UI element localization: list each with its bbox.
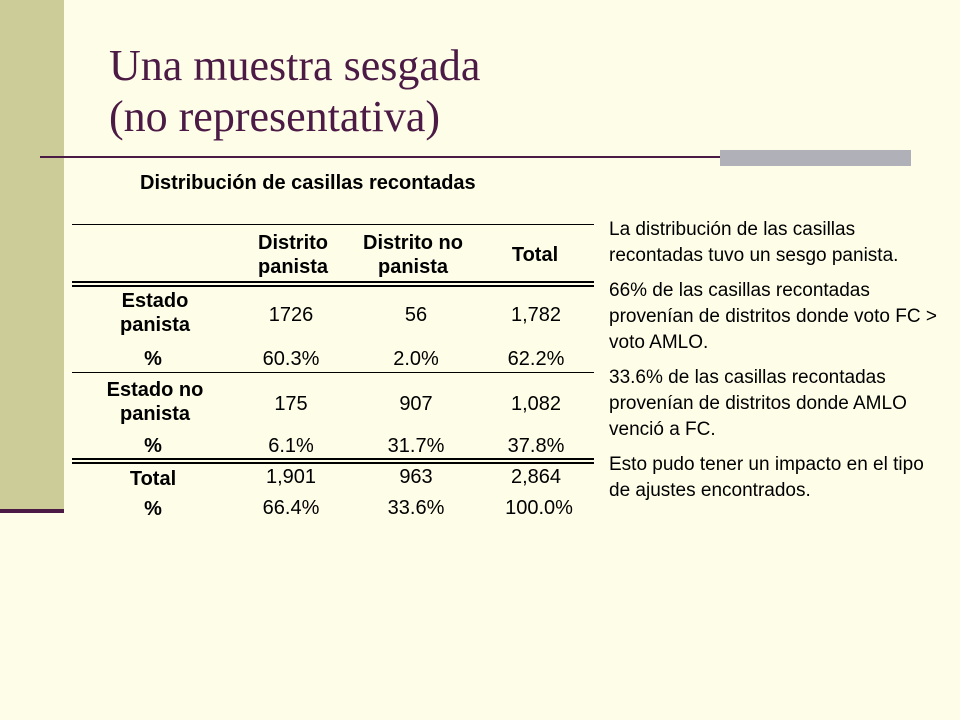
cell: 56 (404, 304, 428, 326)
header-total: Total (511, 244, 559, 266)
cell: 60.3% (262, 348, 320, 370)
side-paragraph: 66% de las casillas recontadas provenían… (609, 280, 937, 353)
header-col1-line2: panista (257, 256, 329, 278)
header-col2-line1: Distrito no (363, 232, 463, 254)
header-distrito-panista: Distrito panista (232, 231, 354, 279)
cell: 1,082 (510, 393, 562, 415)
row-label-estado-panista: Estado panista (80, 289, 230, 337)
cell: 6.1% (268, 435, 314, 457)
cell: 907 (399, 393, 433, 415)
row-line (72, 372, 594, 373)
row-label-percent: % (144, 498, 162, 520)
cell: 963 (399, 466, 433, 488)
table-top-line (72, 224, 594, 225)
table-title: Distribución de casillas recontadas (140, 172, 476, 194)
cell: 175 (274, 393, 308, 415)
side-paragraph: Esto pudo tener un impacto en el tipo de… (609, 454, 924, 501)
side-paragraph: 33.6% de las casillas recontadas provení… (609, 367, 907, 440)
row-label-percent: % (144, 435, 162, 457)
title-line-2: (no representativa) (109, 92, 441, 141)
side-commentary: La distribución de las casillas recontad… (609, 217, 939, 513)
left-accent-bar (0, 509, 64, 513)
row1-label-line2: panista (119, 314, 191, 336)
cell: 2,864 (510, 466, 562, 488)
cell: 1,901 (265, 466, 317, 488)
row3-label-line2: panista (119, 403, 191, 425)
cell: 100.0% (505, 497, 573, 519)
header-col1-line1: Distrito (258, 232, 328, 254)
header-double-line (72, 281, 594, 287)
cell: 37.8% (507, 435, 565, 457)
cell: 62.2% (507, 348, 565, 370)
title-line-1: Una muestra sesgada (109, 41, 481, 90)
cell: 2.0% (393, 348, 439, 370)
cell: 1726 (268, 304, 314, 326)
slide-title: Una muestra sesgada (no representativa) (109, 40, 480, 142)
cell: 66.4% (262, 497, 320, 519)
left-decorative-band (0, 0, 64, 512)
total-double-line (72, 458, 594, 464)
row1-label-line1: Estado (121, 290, 189, 312)
row-label-estado-no-panista: Estado no panista (80, 378, 230, 426)
row3-label-line1: Estado no (106, 379, 204, 401)
title-underline (40, 156, 911, 158)
cell: 31.7% (387, 435, 445, 457)
header-col2-line2: panista (377, 256, 449, 278)
row-label-percent: % (144, 348, 162, 370)
header-distrito-no-panista: Distrito no panista (352, 231, 474, 279)
cell: 33.6% (387, 497, 445, 519)
row-label-total: Total (129, 468, 177, 490)
title-underline-accent (720, 150, 911, 166)
side-paragraph: La distribución de las casillas recontad… (609, 219, 899, 266)
cell: 1,782 (510, 304, 562, 326)
